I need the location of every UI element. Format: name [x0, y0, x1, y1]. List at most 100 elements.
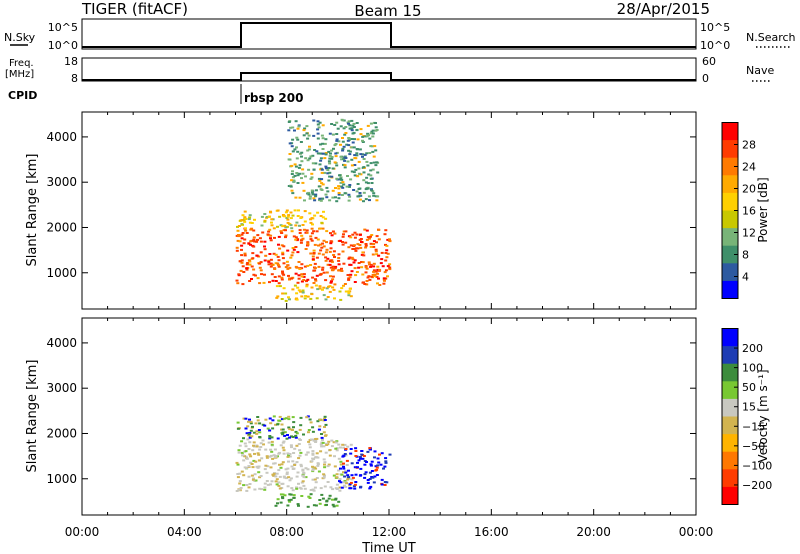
- range-cell: [278, 475, 282, 478]
- range-cell: [324, 138, 328, 141]
- range-cell: [258, 282, 262, 285]
- range-cell: [362, 179, 366, 182]
- range-cell: [369, 174, 373, 177]
- range-cell: [359, 153, 363, 156]
- range-cell: [369, 245, 373, 248]
- range-cell: [376, 171, 380, 174]
- y-tick-label: 1000: [46, 266, 77, 280]
- range-cell: [320, 445, 324, 448]
- range-cell: [367, 261, 371, 264]
- range-cell: [359, 246, 363, 249]
- range-cell: [355, 154, 359, 157]
- range-cell: [379, 463, 383, 466]
- range-cell: [316, 120, 320, 123]
- range-cell: [354, 447, 358, 450]
- range-cell: [320, 433, 323, 435]
- range-cell: [366, 124, 370, 127]
- range-cell: [278, 285, 282, 288]
- range-cell: [331, 498, 334, 501]
- range-cell: [327, 285, 330, 288]
- range-cell: [288, 298, 291, 301]
- range-cell: [382, 467, 385, 470]
- range-cell: [371, 168, 375, 171]
- nsearch-tick-high: 10^5: [700, 21, 730, 34]
- range-cell: [376, 265, 380, 268]
- range-cell: [295, 475, 299, 478]
- range-cell: [258, 476, 262, 479]
- range-cell: [276, 295, 280, 298]
- colorbar-swatch: [722, 398, 738, 417]
- range-cell: [258, 266, 262, 269]
- range-cell: [282, 273, 286, 276]
- power-colorbar: 28 24 20 16 12 8 4: [721, 122, 756, 299]
- range-cell: [299, 141, 303, 143]
- range-cell: [280, 423, 284, 426]
- range-cell: [370, 470, 374, 472]
- range-cell: [321, 438, 324, 441]
- range-cell: [309, 297, 313, 300]
- range-cell: [371, 476, 375, 479]
- range-cell: [340, 267, 343, 270]
- range-cell: [294, 436, 298, 439]
- range-cell: [323, 417, 326, 420]
- range-cell: [330, 123, 334, 125]
- range-cell: [310, 286, 314, 289]
- range-cell: [312, 438, 316, 441]
- range-cell: [335, 504, 339, 507]
- range-cell: [374, 122, 377, 124]
- range-cell: [334, 441, 338, 444]
- range-cell: [320, 436, 324, 439]
- range-cell: [293, 209, 297, 212]
- range-cell: [367, 173, 371, 176]
- range-cell: [326, 257, 330, 260]
- range-cell: [333, 256, 336, 258]
- range-cell: [342, 145, 346, 148]
- range-cell: [319, 159, 323, 162]
- range-cell: [357, 172, 361, 175]
- range-cell: [383, 271, 387, 274]
- range-cell: [249, 240, 253, 243]
- range-cell: [268, 429, 272, 432]
- beam-label: Beam 15: [354, 2, 421, 20]
- range-cell: [300, 280, 304, 283]
- range-cell: [386, 265, 390, 268]
- range-cell: [283, 431, 287, 434]
- range-cell: [352, 171, 356, 174]
- range-cell: [350, 478, 354, 481]
- range-cell: [306, 451, 310, 454]
- range-cell: [299, 465, 303, 468]
- range-cell: [356, 466, 359, 469]
- nsky-trace: [82, 22, 696, 48]
- range-cell: [375, 275, 379, 278]
- range-cell: [244, 455, 248, 458]
- range-cell: [324, 259, 328, 262]
- colorbar-swatch: [722, 245, 738, 264]
- range-cell: [342, 262, 346, 265]
- range-cell: [353, 259, 357, 262]
- range-cell: [248, 453, 252, 456]
- range-cell: [298, 232, 302, 234]
- range-cell: [281, 496, 284, 499]
- range-cell: [248, 418, 251, 421]
- range-cell: [370, 188, 373, 191]
- range-cell: [315, 274, 319, 277]
- range-cell: [361, 135, 365, 138]
- range-cell: [381, 265, 385, 268]
- range-cell: [291, 176, 295, 179]
- range-cell: [277, 481, 281, 484]
- range-cell: [284, 417, 288, 420]
- range-cell: [295, 146, 298, 149]
- range-cell: [382, 282, 386, 285]
- range-cell: [284, 299, 288, 302]
- range-cell: [241, 214, 245, 217]
- colorbar-tick-label: 4: [742, 271, 749, 284]
- x-tick-label: 08:00: [269, 525, 304, 539]
- range-cell: [325, 503, 328, 506]
- freq-trace: [82, 72, 696, 81]
- range-cell: [268, 228, 272, 231]
- range-cell: [291, 150, 295, 153]
- range-cell: [244, 445, 248, 448]
- range-cell: [335, 476, 339, 479]
- range-cell: [270, 221, 273, 224]
- range-cell: [339, 446, 342, 449]
